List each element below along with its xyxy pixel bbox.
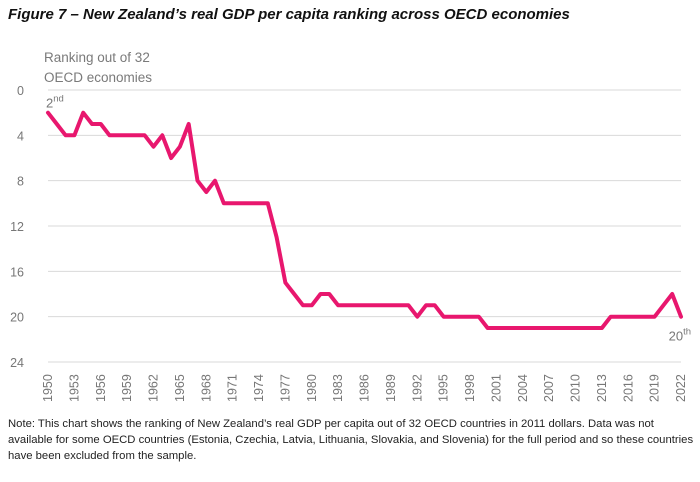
line-chart: 0 4 8 12 16 20 24 1950 1953 1956 1959 1962 1965 1968 1…	[10, 84, 691, 402]
x-tick-label-1980: 1980	[305, 374, 319, 402]
x-tick-label-1995: 1995	[437, 374, 451, 402]
x-tick-label-2019: 2019	[648, 374, 662, 402]
y-tick-label-16: 16	[10, 265, 24, 279]
y-tick-label-24: 24	[10, 356, 24, 370]
series-line	[46, 110, 683, 330]
x-tick-label-2022: 2022	[674, 374, 688, 402]
x-tick-label-1962: 1962	[147, 374, 161, 402]
y-axis-label-line-1: Ranking out of 32	[44, 50, 150, 65]
y-tick-label-4: 4	[17, 129, 24, 143]
y-tick-label-8: 8	[17, 175, 24, 189]
annotation-label-20th: 20th	[669, 327, 691, 344]
chart-title: Figure 7 – New Zealand’s real GDP per ca…	[8, 6, 570, 23]
x-tick-label-1968: 1968	[199, 374, 213, 402]
x-tick-label-2001: 2001	[489, 374, 503, 402]
x-tick-label-1956: 1956	[94, 374, 108, 402]
x-tick-label-1992: 1992	[410, 374, 424, 402]
y-tick-label-12: 12	[10, 220, 24, 234]
x-tick-label-1989: 1989	[384, 374, 398, 402]
x-tick-label-1971: 1971	[226, 374, 240, 402]
x-tick-label-2004: 2004	[516, 374, 530, 402]
x-tick-label-1953: 1953	[67, 374, 81, 402]
x-tick-label-1950: 1950	[41, 374, 55, 402]
x-tick-label-1998: 1998	[463, 374, 477, 402]
x-tick-label-2007: 2007	[542, 374, 556, 402]
x-tick-label-2013: 2013	[595, 374, 609, 402]
x-tick-label-1959: 1959	[120, 374, 134, 402]
x-tick-label-1983: 1983	[331, 374, 345, 402]
x-tick-label-2010: 2010	[569, 374, 583, 402]
annotation-label-2nd: 2nd	[46, 94, 64, 111]
y-tick-label-20: 20	[10, 311, 24, 325]
y-axis-label-line-2: OECD economies	[44, 70, 153, 85]
x-tick-label-2016: 2016	[621, 374, 635, 402]
y-tick-label-0: 0	[17, 84, 24, 98]
x-tick-label-1965: 1965	[173, 374, 187, 402]
x-tick-label-1974: 1974	[252, 374, 266, 402]
chart-note: Note: This chart shows the ranking of Ne…	[8, 418, 694, 462]
y-axis-label: Ranking out of 32 OECD economies	[44, 48, 152, 88]
x-tick-label-1977: 1977	[278, 374, 292, 402]
x-tick-label-1986: 1986	[358, 374, 372, 402]
